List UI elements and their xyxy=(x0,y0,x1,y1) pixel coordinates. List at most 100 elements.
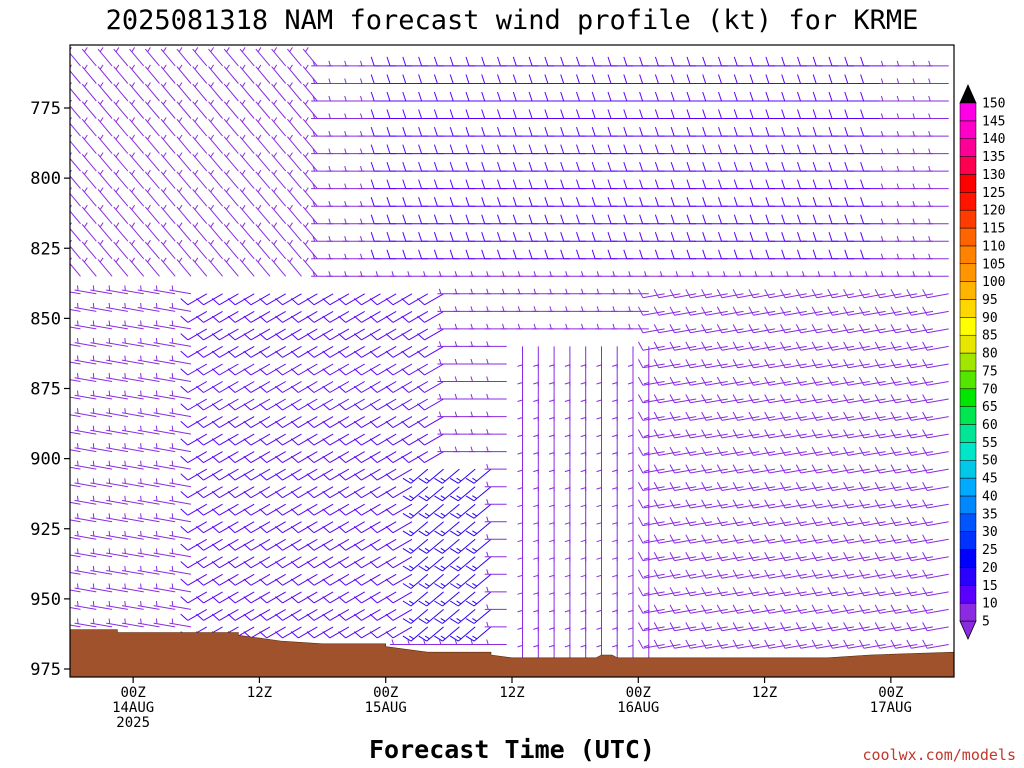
wind-barb xyxy=(176,117,192,137)
wind-barb xyxy=(797,144,823,155)
wind-barb xyxy=(612,504,618,527)
wind-barb xyxy=(890,446,918,456)
wind-barb xyxy=(211,328,239,341)
wind-barb xyxy=(811,324,839,334)
wind-barb xyxy=(749,74,776,84)
wind-barb xyxy=(780,359,807,369)
x-tick-label: 17AUG xyxy=(870,700,912,716)
wind-barb xyxy=(795,376,823,386)
wind-barb xyxy=(358,95,381,102)
wind-barb xyxy=(626,323,649,330)
wind-barb xyxy=(890,341,918,351)
wind-barb xyxy=(402,556,429,572)
wind-barb xyxy=(196,608,223,621)
wind-barb xyxy=(702,56,728,67)
wind-barb xyxy=(827,604,855,614)
wind-barb xyxy=(607,91,633,102)
wind-barb xyxy=(401,363,429,376)
wind-barb xyxy=(196,433,223,446)
wind-barb xyxy=(369,433,397,446)
wind-barb xyxy=(858,446,886,456)
wind-barb xyxy=(369,293,397,306)
wind-barb xyxy=(686,91,712,102)
y-tick-label: 850 xyxy=(30,309,61,329)
wind-barb xyxy=(827,341,855,351)
wind-barb xyxy=(560,179,586,190)
wind-barb xyxy=(733,214,760,225)
wind-barb xyxy=(670,126,697,137)
wind-barb xyxy=(716,481,744,491)
wind-barb xyxy=(906,324,934,334)
wind-barb xyxy=(732,429,760,439)
wind-barb xyxy=(433,214,460,225)
wind-barb xyxy=(358,218,381,225)
wind-barb xyxy=(926,271,949,277)
wind-barb xyxy=(239,64,255,84)
wind-barb xyxy=(780,446,807,456)
x-axis-label: Forecast Time (UTC) xyxy=(369,735,655,764)
wind-barb xyxy=(90,285,113,295)
wind-barb xyxy=(417,328,444,341)
wind-barb xyxy=(402,126,428,137)
colorbar-swatch xyxy=(959,531,977,550)
wind-barb xyxy=(369,468,397,481)
wind-barb xyxy=(701,499,728,509)
wind-barb xyxy=(302,222,318,242)
wind-barb xyxy=(764,534,791,544)
wind-barb xyxy=(385,626,413,639)
wind-barb xyxy=(353,433,381,446)
wind-barb xyxy=(81,187,97,207)
wind-barb xyxy=(797,197,823,207)
wind-barb xyxy=(243,310,271,323)
wind-barb xyxy=(607,109,633,119)
wind-barb xyxy=(797,214,823,225)
wind-barb xyxy=(481,197,507,207)
wind-barb xyxy=(385,573,413,586)
wind-barb xyxy=(465,91,491,102)
wind-barb xyxy=(169,618,192,628)
wind-barb xyxy=(637,639,665,649)
wind-barb xyxy=(749,91,776,102)
wind-barb xyxy=(402,74,428,84)
wind-barb xyxy=(718,179,744,190)
wind-barb xyxy=(271,204,287,225)
wind-barb xyxy=(227,433,255,446)
wind-barb xyxy=(669,464,697,474)
wind-barb xyxy=(732,569,760,579)
wind-barb xyxy=(353,310,381,323)
wind-barb xyxy=(169,337,192,347)
wind-barb xyxy=(153,390,176,400)
wind-barb xyxy=(564,556,571,579)
wind-barb xyxy=(576,197,602,207)
wind-barb xyxy=(701,464,728,474)
wind-barb xyxy=(358,201,381,207)
wind-barb xyxy=(70,187,81,207)
wind-barb xyxy=(106,355,128,365)
wind-barb xyxy=(160,257,176,277)
wind-barb xyxy=(922,411,949,421)
wind-barb xyxy=(517,626,523,649)
wind-barb xyxy=(874,376,902,386)
wind-barb xyxy=(780,341,807,351)
wind-barb xyxy=(322,556,350,569)
wind-barb xyxy=(370,109,397,119)
wind-barb xyxy=(627,416,634,439)
wind-barb xyxy=(612,434,618,457)
wind-barb xyxy=(121,565,144,575)
wind-barb xyxy=(844,232,870,242)
wind-barb xyxy=(623,91,649,102)
wind-barb xyxy=(196,591,223,604)
wind-barb xyxy=(70,431,81,435)
wind-barb xyxy=(517,486,523,509)
wind-barb xyxy=(686,109,712,119)
wind-barb xyxy=(874,587,902,597)
wind-barb xyxy=(780,481,807,491)
wind-barb xyxy=(223,134,239,154)
wind-barb xyxy=(192,99,208,119)
wind-barb xyxy=(701,552,728,562)
wind-barb xyxy=(121,513,144,523)
wind-barb xyxy=(302,239,318,260)
wind-barb xyxy=(548,504,555,527)
wind-barb xyxy=(780,429,807,439)
